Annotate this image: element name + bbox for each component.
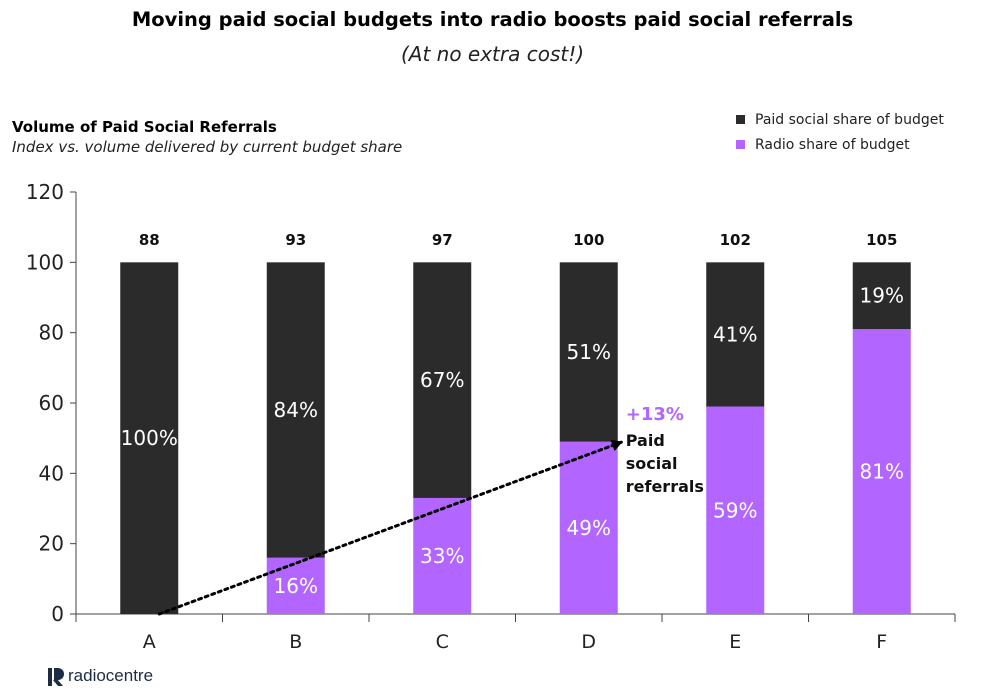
bar-total-label: 88 <box>139 231 160 249</box>
bar-paid-social-share <box>413 262 472 498</box>
bar-label-radio: 16% <box>274 574 318 598</box>
bar-total-label: 97 <box>432 231 453 249</box>
bar-total-label: 102 <box>720 231 751 249</box>
chart-subheading: Index vs. volume delivered by current bu… <box>12 138 403 156</box>
bar-label-radio: 49% <box>567 516 611 540</box>
x-tick-label: B <box>289 631 302 653</box>
bar-total-label: 105 <box>866 231 897 249</box>
bar-paid-social-share <box>706 262 765 407</box>
legend-item-radio: Radio share of budget <box>736 132 944 157</box>
legend-swatch-radio <box>736 140 745 149</box>
annotation-arrow-head <box>610 439 623 452</box>
bar-paid-social-share <box>852 262 911 330</box>
bar-radio-share <box>266 557 325 614</box>
x-tick-label: F <box>876 631 887 653</box>
bar-label-radio: 33% <box>420 544 464 568</box>
bar-total-label: 93 <box>285 231 306 249</box>
legend-item-paid-social: Paid social share of budget <box>736 107 944 132</box>
bar-label-paid-social: 41% <box>713 322 757 346</box>
bar-total-label: 100 <box>573 231 604 249</box>
bar-paid-social-share <box>120 262 179 614</box>
bar-radio-share <box>559 441 618 614</box>
y-tick-label: 120 <box>26 180 64 204</box>
x-tick-label: A <box>143 631 156 653</box>
bar-radio-share <box>852 329 911 614</box>
y-tick-label: 80 <box>39 321 64 345</box>
chart-heading: Volume of Paid Social Referrals <box>12 118 277 136</box>
legend-label-paid-social: Paid social share of budget <box>755 111 944 128</box>
annotation-arrow-line <box>157 440 625 616</box>
bar-label-paid-social: 51% <box>567 340 611 364</box>
bar-label-radio: 59% <box>713 498 757 522</box>
radiocentre-logo-icon <box>48 668 64 686</box>
bar-label-paid-social: 84% <box>274 398 318 422</box>
x-tick-label: D <box>581 631 596 653</box>
bar-paid-social-share <box>559 262 618 442</box>
radiocentre-logo: radiocentre <box>48 666 153 686</box>
legend-swatch-paid-social <box>736 115 745 124</box>
y-tick-label: 20 <box>39 532 64 556</box>
bar-paid-social-share <box>266 262 325 558</box>
radiocentre-logo-text: radiocentre <box>68 666 154 685</box>
legend-label-radio: Radio share of budget <box>755 136 910 153</box>
bar-radio-share <box>706 406 765 614</box>
annotation-text-line: Paid <box>626 431 665 450</box>
chart-subtitle: (At no extra cost!) <box>400 42 585 66</box>
annotation-text-line: referrals <box>626 477 704 496</box>
legend: Paid social share of budget Radio share … <box>736 107 944 157</box>
y-tick-label: 40 <box>39 461 64 485</box>
y-tick-label: 100 <box>26 250 64 274</box>
x-tick-label: C <box>436 631 449 653</box>
chart-title: Moving paid social budgets into radio bo… <box>131 8 854 31</box>
y-tick-label: 0 <box>51 602 64 626</box>
bar-label-paid-social: 67% <box>420 368 464 392</box>
bar-label-paid-social: 100% <box>121 426 178 450</box>
x-tick-label: E <box>729 631 741 653</box>
annotation-text-line: social <box>626 454 678 473</box>
y-tick-label: 60 <box>39 391 64 415</box>
bar-label-paid-social: 19% <box>860 284 904 308</box>
bar-label-radio: 81% <box>860 460 904 484</box>
annotation-text: Paid social referrals <box>626 431 704 496</box>
annotation-delta: +13% <box>626 404 684 425</box>
